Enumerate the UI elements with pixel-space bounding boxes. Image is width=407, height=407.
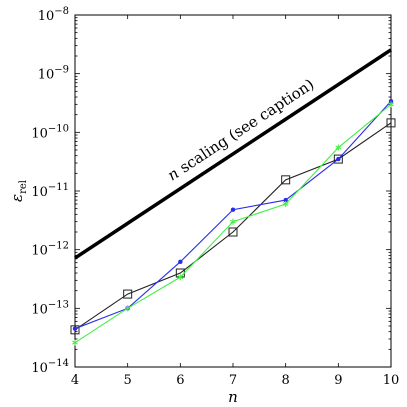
y-tick-label: 10−8 — [38, 6, 69, 24]
star-marker — [388, 101, 394, 108]
star-marker-stroke — [335, 145, 342, 150]
x-tick-label: 9 — [334, 373, 342, 388]
dot-marker — [230, 207, 236, 212]
square-marker — [386, 118, 396, 128]
star-marker — [335, 144, 342, 151]
star-marker-stroke — [72, 340, 78, 345]
x-axis-label: n — [228, 388, 238, 406]
y-tick-label: 10−10 — [31, 123, 69, 141]
square-marker — [123, 289, 133, 299]
star-marker — [124, 305, 131, 312]
y-axis-label: εrel — [8, 180, 29, 202]
plot-frame — [74, 14, 392, 368]
x-tick-label: 7 — [229, 373, 237, 388]
square-marker — [333, 154, 343, 164]
x-tick-label: 8 — [282, 373, 290, 388]
axis-ticks — [74, 14, 392, 368]
scaling-annotation: n scaling (see caption) — [164, 75, 317, 184]
star-marker-stroke — [230, 219, 236, 224]
reference-line — [74, 48, 392, 260]
star-marker-stroke — [177, 275, 184, 280]
star-marker-stroke — [282, 202, 289, 206]
star-marker — [230, 218, 236, 225]
y-tick-label: 10−12 — [31, 241, 69, 259]
y-tick-label: 10−13 — [31, 299, 69, 317]
dot-marker — [336, 156, 341, 162]
star-marker-stroke — [124, 306, 131, 311]
star-marker-stroke — [388, 102, 394, 107]
star-marker — [72, 339, 78, 346]
dot-marker — [283, 197, 288, 203]
star-marker — [282, 201, 289, 208]
x-tick-label: 6 — [176, 373, 184, 388]
y-tick-label: 10−11 — [31, 182, 69, 200]
y-tick-label: 10−14 — [31, 358, 69, 376]
axis-labels: 4 5 6 7 8 9 10 10−14 10−13 10−12 10−11 10−10 10−9 10−… — [8, 6, 399, 406]
series-group — [70, 98, 396, 346]
dot-marker — [178, 259, 183, 265]
x-tick-label: 10 — [383, 373, 400, 388]
square-marker — [281, 175, 291, 185]
reference-line-group — [74, 48, 392, 260]
y-tick-label: 10−9 — [38, 65, 69, 83]
star-marker — [177, 274, 184, 281]
square-marker — [228, 227, 238, 237]
dot-marker — [72, 326, 78, 331]
dot-marker — [388, 98, 394, 104]
x-tick-label: 5 — [124, 373, 132, 388]
x-tick-label: 4 — [71, 373, 79, 388]
square-marker — [70, 325, 80, 335]
